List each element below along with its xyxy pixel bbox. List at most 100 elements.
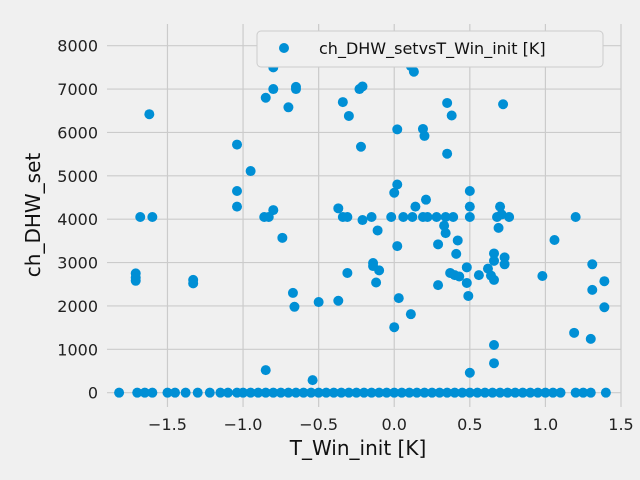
x-tick-label: 0.0 [382,415,407,434]
legend-box [256,30,604,68]
data-point [587,259,598,270]
data-point [599,276,610,287]
data-point [328,387,339,398]
data-point [232,139,243,150]
y-tick-label: 6000 [57,123,98,142]
data-point [238,387,249,398]
data-point [433,280,444,291]
legend: ch_DHW_setvsT_Win_init [K] [256,30,604,68]
data-point [130,275,141,286]
data-point [355,141,366,152]
data-point [442,387,453,398]
data-point [389,322,400,333]
data-point [232,201,243,212]
data-point [180,387,191,398]
data-point [289,301,300,312]
data-point [502,387,513,398]
data-point [135,212,146,223]
data-point [419,130,430,141]
data-point [489,255,500,266]
data-point [427,387,438,398]
data-point [366,212,377,223]
data-point [434,387,445,398]
data-point [464,201,475,212]
data-point [333,295,344,306]
y-tick-label: 0 [88,384,98,403]
data-point [510,387,521,398]
data-point [419,387,430,398]
data-point [600,387,611,398]
data-point [283,387,294,398]
data-point [275,387,286,398]
data-point [268,84,279,95]
data-point [139,387,150,398]
data-point [144,109,155,120]
data-point [570,212,581,223]
data-point [495,201,506,212]
y-axis-label: ch_DHW_set [21,153,45,278]
data-point [253,387,264,398]
data-point [268,387,279,398]
data-point [446,110,457,121]
data-point [440,228,451,239]
data-point [464,387,475,398]
data-point [374,387,385,398]
data-point [442,148,453,159]
data-point [555,387,566,398]
data-point [132,387,143,398]
data-point [366,387,377,398]
data-point [372,225,383,236]
data-point [525,387,536,398]
data-point [392,124,403,135]
data-point [549,235,560,246]
data-point [570,387,581,398]
x-tick-label: 1.5 [608,415,633,434]
data-point [489,248,500,259]
x-tick-labels: −1.5 −1.0 −0.5 0.0 0.5 1.0 1.5 [148,415,634,434]
data-point [392,179,403,190]
data-point [499,259,510,270]
data-point [259,212,270,223]
data-point [587,284,598,295]
data-point [170,387,181,398]
data-point [449,387,460,398]
legend-marker [279,43,289,53]
y-tick-label: 1000 [57,340,98,359]
data-point [393,293,404,304]
data-point [537,271,548,282]
data-point [147,387,158,398]
data-point [245,387,256,398]
data-point [442,97,453,108]
data-point [473,270,484,281]
data-point [498,99,509,110]
data-point [404,387,415,398]
y-tick-label: 7000 [57,80,98,99]
x-tick-label: −1.0 [224,415,263,434]
data-point [422,212,433,223]
data-point [464,367,475,378]
data-point [287,287,298,298]
data-point [342,267,353,278]
data-point [277,232,288,243]
data-point [431,212,442,223]
data-point [464,185,475,196]
data-point [448,212,459,223]
x-tick-label: 0.5 [457,415,482,434]
data-point [336,387,347,398]
data-point [162,387,173,398]
data-point [451,248,462,259]
y-tick-label: 5000 [57,167,98,186]
y-tick-labels: 0 1000 2000 3000 4000 5000 6000 7000 8000 [57,37,98,403]
data-point [357,215,368,226]
data-point [333,203,344,214]
data-point [540,387,551,398]
y-tick-label: 2000 [57,297,98,316]
data-point [343,387,354,398]
data-point [463,290,474,301]
y-tick-label: 8000 [57,37,98,56]
data-point [489,358,500,369]
data-point [313,297,324,308]
data-point [464,212,475,223]
data-point [407,212,418,223]
data-point [381,387,392,398]
